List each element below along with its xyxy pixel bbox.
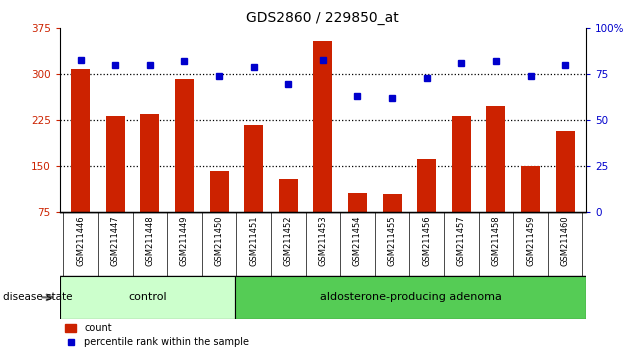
Text: GSM211456: GSM211456 (422, 216, 431, 266)
Text: GSM211460: GSM211460 (561, 216, 570, 266)
Text: GSM211458: GSM211458 (491, 216, 500, 266)
Text: GSM211448: GSM211448 (146, 216, 154, 266)
Text: GSM211447: GSM211447 (111, 216, 120, 266)
Bar (175, 79, 194, 212)
Title: GDS2860 / 229850_at: GDS2860 / 229850_at (246, 11, 399, 24)
Bar (556, 131, 575, 212)
Text: GSM211459: GSM211459 (526, 216, 535, 266)
Text: control: control (129, 292, 167, 302)
Text: GSM211452: GSM211452 (284, 216, 293, 266)
Bar (210, 171, 229, 212)
Text: GSM211454: GSM211454 (353, 216, 362, 266)
Text: disease state: disease state (3, 292, 72, 302)
Text: GSM211457: GSM211457 (457, 216, 466, 266)
Bar (521, 166, 540, 212)
Legend: count, percentile rank within the sample: count, percentile rank within the sample (65, 324, 249, 347)
Bar (106, 116, 125, 212)
Text: GSM211455: GSM211455 (387, 216, 397, 266)
Bar (278, 179, 298, 212)
Bar (235, 276, 586, 319)
Bar (71, 69, 90, 212)
Bar (244, 125, 263, 212)
Bar (382, 194, 401, 212)
Text: aldosterone-producing adenoma: aldosterone-producing adenoma (319, 292, 501, 302)
Bar (348, 193, 367, 212)
Bar (140, 114, 159, 212)
Text: GSM211446: GSM211446 (76, 216, 85, 266)
Bar (486, 106, 505, 212)
Text: GSM211449: GSM211449 (180, 216, 189, 266)
Bar (417, 159, 436, 212)
Text: GSM211451: GSM211451 (249, 216, 258, 266)
Bar (60, 276, 235, 319)
Bar (313, 41, 333, 212)
Text: GSM211453: GSM211453 (318, 216, 328, 266)
Text: GSM211450: GSM211450 (215, 216, 224, 266)
Bar (452, 116, 471, 212)
